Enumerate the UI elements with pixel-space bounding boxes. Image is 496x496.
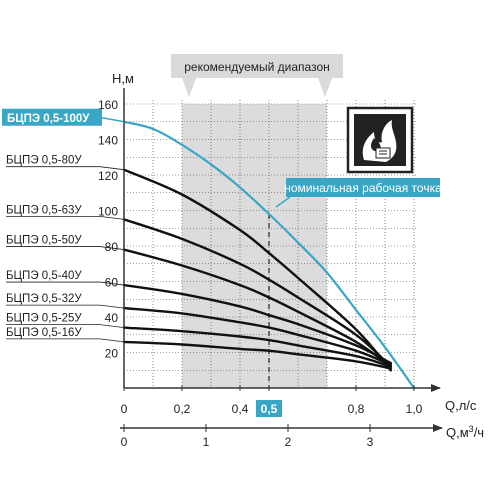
series-label-leader (101, 117, 125, 123)
series-label: БЦПЭ 0,5-40У (6, 270, 82, 282)
nominal-point-callout-box (286, 178, 440, 197)
series-line-6 (122, 326, 392, 368)
x2-tick-label: 0 (121, 435, 128, 449)
series-label-leader (99, 338, 125, 343)
series-line-4 (122, 283, 392, 365)
series-label-leader (99, 215, 125, 220)
y-tick-label: 60 (105, 276, 119, 290)
series-line-1 (122, 168, 392, 372)
series-label-leader (99, 166, 125, 171)
y-tick-label: 140 (98, 134, 118, 148)
recommended-range-banner (171, 54, 343, 78)
x-tick-label: 0,8 (348, 402, 365, 416)
series-line-7 (122, 340, 392, 370)
y-tick-label: 120 (98, 169, 118, 183)
water-pump-icon (346, 106, 414, 174)
x-tick-label: 1,0 (406, 402, 423, 416)
series-label: БЦПЭ 0,5-25У (6, 313, 82, 325)
x2-tick-label: 3 (367, 435, 374, 449)
x-axis-title: Q,л/с (445, 398, 477, 413)
x-tick-label: 0,2 (174, 402, 191, 416)
y-tick-label: 20 (105, 347, 119, 361)
series-label-leader (99, 304, 125, 309)
x2-tick-label: 1 (203, 435, 210, 449)
nominal-q-badge (256, 400, 282, 417)
series-label-leader (99, 246, 125, 250)
x-tick-label-nominal: 0,5 (261, 402, 278, 416)
y-axis-title: Н,м (112, 71, 134, 86)
series-label: БЦПЭ 0,5-80У (6, 155, 82, 167)
series-label: БЦПЭ 0,5-63У (6, 204, 82, 216)
series-label-leader (99, 324, 125, 329)
series-line-2 (122, 218, 392, 368)
x-tick-label: 0 (121, 402, 128, 416)
y-tick-label: 40 (105, 311, 119, 325)
x2-tick-label: 2 (285, 435, 292, 449)
y-tick-label: 100 (98, 205, 118, 219)
x2-axis-title: Q,м3/ч (446, 424, 484, 440)
series-label: БЦПЭ 0,5-16У (6, 327, 82, 339)
series-label-badge (2, 108, 102, 126)
recommended-range-arrow-left (182, 78, 196, 97)
x-tick-label: 0,4 (232, 402, 249, 416)
pump-curves (122, 120, 416, 390)
axis-ticks: 20 40 60 80 100 120 140 160 0 0,2 0,4 0,5 0,8 1,0 0 1 2 3 (98, 98, 423, 449)
series-label: БЦПЭ 0,5-50У (6, 235, 82, 247)
nominal-point-callout-pointer (275, 196, 291, 208)
series-line-3 (122, 248, 392, 368)
series-line-0 (122, 120, 416, 390)
y-tick-label: 160 (98, 98, 118, 112)
nominal-point-label: номинальная рабочая точка (284, 181, 442, 195)
series-label: БЦПЭ 0,5-100У (7, 113, 90, 125)
series-label: БЦПЭ 0,5-32У (6, 293, 82, 305)
y-tick-label: 80 (105, 240, 119, 254)
recommended-range-label: рекомендуемый диапазон (184, 60, 330, 74)
recommended-range-arrow-right (318, 78, 332, 97)
series-label-leader (99, 281, 125, 286)
series-line-5 (122, 306, 392, 367)
series-labels: БЦПЭ 0,5-100У БЦПЭ 0,5-80У БЦПЭ 0,5-63У БЦП… (2, 108, 125, 343)
